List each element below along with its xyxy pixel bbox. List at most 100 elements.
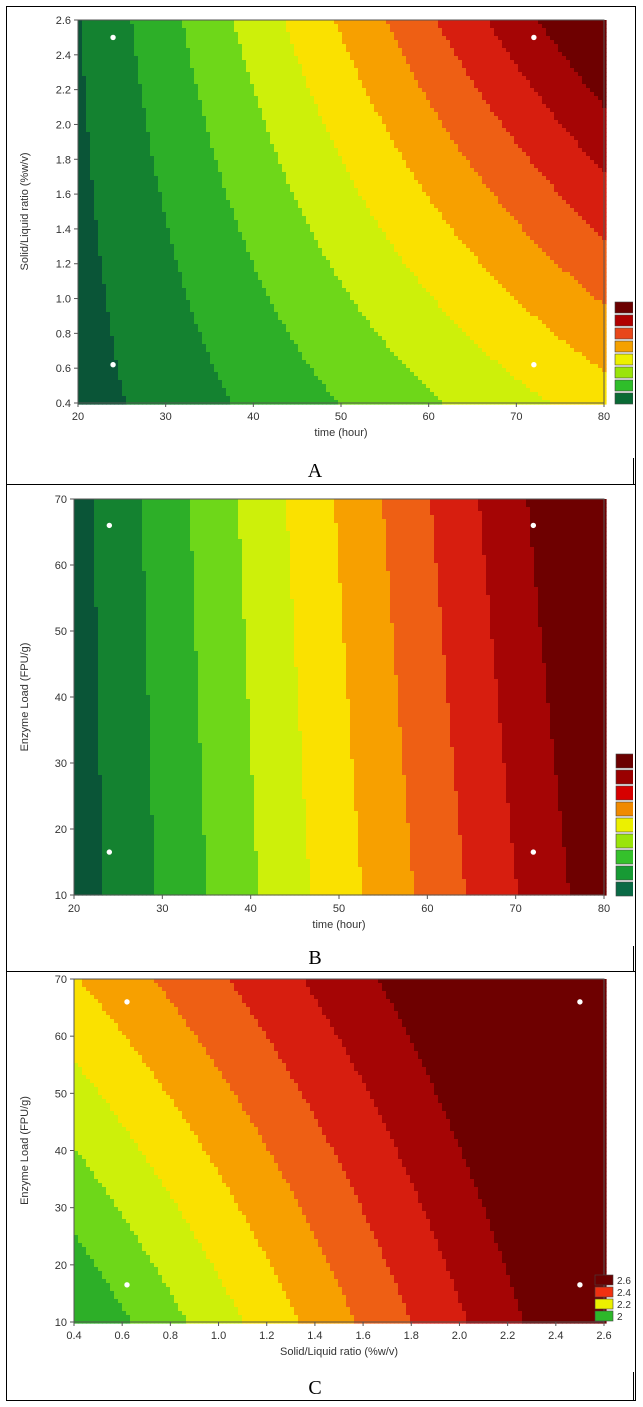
contour-cell	[234, 288, 239, 293]
contour-cell	[142, 164, 147, 169]
contour-cell	[246, 188, 251, 193]
contour-cell	[206, 316, 211, 321]
contour-cell	[202, 20, 207, 25]
contour-cell	[102, 28, 107, 33]
contour-cell	[258, 156, 263, 161]
contour-cell	[130, 304, 135, 309]
contour-cell	[254, 104, 259, 109]
contour-cell	[166, 52, 171, 57]
contour-cell	[198, 148, 203, 153]
contour-cell	[126, 136, 131, 141]
contour-cell	[198, 28, 203, 33]
contour-cell	[198, 176, 203, 181]
contour-cell	[274, 208, 279, 213]
contour-cell	[266, 168, 271, 173]
contour-cell	[134, 40, 139, 45]
contour-cell	[130, 168, 135, 173]
contour-cell	[226, 212, 231, 217]
contour-cell	[86, 148, 91, 153]
contour-cell	[78, 180, 83, 185]
contour-cell	[118, 164, 123, 169]
contour-cell	[278, 156, 283, 161]
contour-cell	[78, 240, 83, 245]
contour-cell	[242, 84, 247, 89]
contour-cell	[274, 88, 279, 93]
contour-cell	[226, 32, 231, 37]
contour-cell	[214, 88, 219, 93]
contour-cell	[202, 108, 207, 113]
contour-cell	[246, 56, 251, 61]
contour-cell	[270, 224, 275, 229]
contour-cell	[282, 32, 287, 37]
contour-cell	[82, 364, 87, 369]
contour-cell	[118, 388, 123, 393]
contour-cell	[82, 348, 87, 353]
contour-cell	[282, 312, 287, 317]
contour-cell	[158, 380, 163, 385]
contour-cell	[258, 376, 263, 381]
contour-cell	[78, 88, 83, 93]
contour-cell	[258, 272, 263, 277]
contour-cell	[198, 236, 203, 241]
contour-cell	[166, 80, 171, 85]
contour-cell	[238, 328, 243, 333]
contour-cell	[110, 104, 115, 109]
contour-cell	[142, 20, 147, 25]
contour-cell	[142, 384, 147, 389]
contour-cell	[126, 120, 131, 125]
contour-cell	[146, 352, 151, 357]
contour-cell	[154, 36, 159, 41]
contour-cell	[142, 256, 147, 261]
contour-cell	[130, 292, 135, 297]
contour-cell	[118, 336, 123, 341]
contour-cell	[226, 356, 231, 361]
contour-cell	[82, 140, 87, 145]
contour-cell	[142, 312, 147, 317]
contour-cell	[126, 148, 131, 153]
contour-cell	[162, 376, 167, 381]
contour-cell	[258, 300, 263, 305]
contour-cell	[266, 108, 271, 113]
contour-cell	[222, 248, 227, 253]
contour-cell	[118, 160, 123, 165]
contour-cell	[98, 248, 103, 253]
contour-cell	[82, 196, 87, 201]
contour-cell	[114, 72, 119, 77]
contour-cell	[170, 388, 175, 393]
contour-cell	[198, 80, 203, 85]
contour-cell	[106, 336, 111, 341]
contour-cell	[198, 368, 203, 373]
contour-cell	[226, 128, 231, 133]
contour-cell	[138, 216, 143, 221]
contour-cell	[162, 136, 167, 141]
contour-cell	[210, 256, 215, 261]
contour-cell	[142, 396, 147, 401]
contour-cell	[198, 196, 203, 201]
contour-cell	[106, 260, 111, 265]
contour-cell	[218, 304, 223, 309]
contour-cell	[274, 152, 279, 157]
contour-cell	[198, 228, 203, 233]
contour-cell	[150, 64, 155, 69]
contour-cell	[174, 116, 179, 121]
contour-cell	[102, 148, 107, 153]
contour-cell	[118, 276, 123, 281]
contour-cell	[282, 48, 287, 53]
contour-cell	[90, 296, 95, 301]
contour-cell	[250, 168, 255, 173]
contour-cell	[142, 276, 147, 281]
contour-cell	[278, 312, 283, 317]
contour-cell	[210, 264, 215, 269]
contour-cell	[102, 400, 107, 405]
contour-cell	[102, 296, 107, 301]
contour-cell	[242, 380, 247, 385]
contour-cell	[162, 160, 167, 165]
contour-cell	[198, 400, 203, 405]
contour-cell	[274, 368, 279, 373]
contour-cell	[222, 48, 227, 53]
contour-cell	[186, 36, 191, 41]
contour-cell	[138, 132, 143, 137]
contour-cell	[182, 176, 187, 181]
contour-cell	[134, 188, 139, 193]
contour-cell	[262, 344, 267, 349]
